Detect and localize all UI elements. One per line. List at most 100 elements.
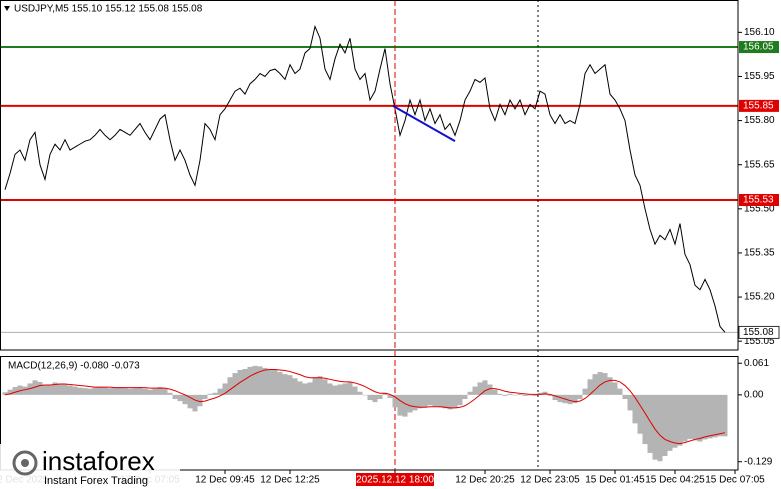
y-tick-label: 155.50 — [744, 203, 775, 214]
macd-bar — [227, 377, 233, 395]
level-label: 155.53 — [743, 195, 774, 206]
macd-bar — [612, 382, 618, 395]
macd-bar — [252, 365, 258, 395]
macd-bar — [332, 385, 338, 395]
macd-bar — [257, 366, 263, 395]
logo-background — [0, 444, 180, 489]
macd-bar — [657, 394, 663, 462]
macd-bar — [302, 383, 308, 395]
macd-bar — [282, 374, 288, 395]
last-price-label: 155.08 — [743, 327, 774, 338]
logo-icon — [12, 450, 38, 476]
macd-bar — [47, 384, 53, 395]
macd-bar — [467, 391, 473, 395]
macd-bar — [567, 394, 573, 405]
macd-bar — [297, 381, 303, 395]
macd-bar — [57, 383, 63, 395]
macd-bar — [262, 367, 268, 395]
macd-bar — [217, 388, 223, 395]
x-tick-label: 12 Dec 20:25 — [455, 475, 515, 486]
macd-bar — [682, 394, 688, 442]
macd-bar — [432, 394, 438, 407]
macd-bar — [357, 391, 363, 395]
macd-bar — [672, 394, 678, 448]
macd-bar — [492, 389, 498, 395]
macd-bar — [537, 392, 543, 395]
price-line — [4, 24, 726, 333]
macd-bar — [622, 394, 628, 400]
pane-frame — [0, 0, 739, 351]
logo-icon-dot — [21, 459, 29, 467]
macd-bar — [462, 394, 468, 400]
macd-bar — [407, 394, 413, 413]
macd-bar — [337, 384, 343, 395]
macd-bar — [107, 388, 113, 395]
macd-bar — [507, 393, 513, 395]
macd-bar — [587, 379, 593, 395]
macd-bar — [112, 387, 118, 395]
logo: instaforex Instant Forex Trading — [0, 444, 180, 489]
macd-bar — [197, 394, 203, 407]
macd-bar — [137, 387, 143, 395]
macd-bar — [202, 394, 208, 400]
macd-bar — [97, 386, 103, 395]
y-tick-label: -0.129 — [744, 456, 773, 467]
macd-bar — [477, 382, 483, 395]
macd-bar — [497, 393, 503, 395]
logo-name: instaforex — [42, 446, 155, 476]
macd-bar — [392, 394, 398, 408]
x-tick-label: 2025.12.12 18:00 — [356, 475, 434, 486]
macd-bar — [442, 394, 448, 409]
macd-bar — [582, 388, 588, 395]
macd-bar — [232, 373, 238, 395]
x-tick-label: 12 Dec 23:05 — [520, 475, 580, 486]
macd-bar — [122, 387, 128, 395]
macd-bar — [692, 394, 698, 441]
level-label-box — [739, 194, 779, 206]
macd-bar — [287, 375, 293, 395]
macd-bar — [212, 392, 218, 395]
macd-bar — [342, 383, 348, 395]
macd-bar — [52, 382, 58, 395]
macd-bar — [27, 383, 33, 395]
x-tick-label: 15 Dec 01:45 — [585, 475, 645, 486]
macd-bar — [22, 386, 28, 395]
macd-bar — [187, 394, 193, 409]
macd-bar — [87, 388, 93, 395]
macd-bar — [132, 388, 138, 395]
macd-bar — [347, 382, 353, 395]
macd-bar — [547, 394, 553, 396]
y-tick-label: 155.65 — [744, 159, 775, 170]
macd-bar — [72, 386, 78, 395]
macd-bar — [472, 386, 478, 395]
macd-bar — [312, 377, 318, 395]
macd-bar — [437, 394, 443, 408]
macd-bar — [482, 380, 488, 395]
macd-bar — [317, 376, 323, 395]
macd-bar — [322, 379, 328, 395]
x-tick-label: 12 Dec 09:45 — [195, 475, 255, 486]
macd-bar — [607, 377, 613, 395]
macd-bar — [177, 394, 183, 402]
macd-bar — [277, 372, 283, 395]
x-tick-label: 15 Dec 07:05 — [705, 475, 765, 486]
macd-bar — [362, 394, 368, 396]
macd-bar — [77, 387, 83, 395]
macd-bar — [192, 394, 198, 412]
macd-bar — [127, 388, 133, 395]
logo-tagline: Instant Forex Trading — [44, 475, 148, 487]
macd-bar — [557, 394, 563, 403]
macd-bar — [522, 394, 528, 396]
macd-bar — [147, 389, 153, 395]
macd-bar — [527, 394, 533, 396]
macd-bar — [37, 381, 43, 395]
macd-bar — [222, 383, 228, 395]
level-label-box — [739, 41, 779, 54]
macd-bar — [637, 394, 643, 434]
y-tick-label: 155.05 — [744, 336, 775, 347]
y-tick-label: 155.95 — [744, 71, 775, 82]
macd-bar — [632, 394, 638, 424]
